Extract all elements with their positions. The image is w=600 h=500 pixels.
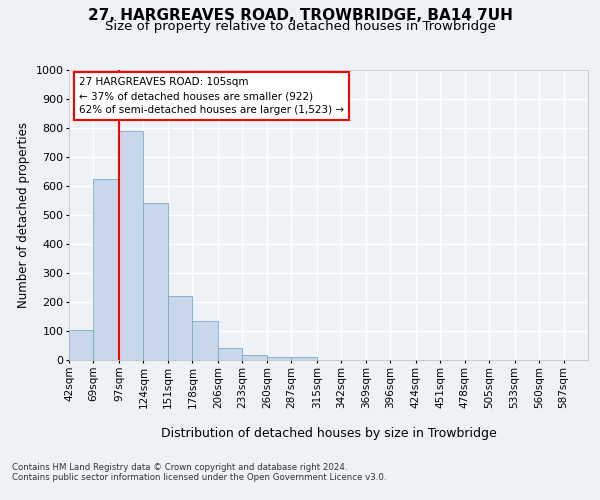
Bar: [218, 348, 242, 360]
Text: 27, HARGREAVES ROAD, TROWBRIDGE, BA14 7UH: 27, HARGREAVES ROAD, TROWBRIDGE, BA14 7U…: [88, 8, 512, 22]
Text: 27 HARGREAVES ROAD: 105sqm
← 37% of detached houses are smaller (922)
62% of sem: 27 HARGREAVES ROAD: 105sqm ← 37% of deta…: [79, 77, 344, 116]
Bar: [69, 330, 94, 360]
Text: Distribution of detached houses by size in Trowbridge: Distribution of detached houses by size …: [161, 428, 497, 440]
Bar: [267, 357, 291, 360]
Bar: [242, 355, 267, 360]
Y-axis label: Number of detached properties: Number of detached properties: [17, 122, 30, 308]
Bar: [94, 179, 119, 360]
Bar: [119, 131, 143, 360]
Bar: [168, 296, 193, 360]
Bar: [143, 204, 168, 360]
Bar: [193, 321, 218, 360]
Bar: [291, 357, 317, 360]
Text: Contains HM Land Registry data © Crown copyright and database right 2024.
Contai: Contains HM Land Registry data © Crown c…: [12, 462, 386, 482]
Text: Size of property relative to detached houses in Trowbridge: Size of property relative to detached ho…: [104, 20, 496, 33]
